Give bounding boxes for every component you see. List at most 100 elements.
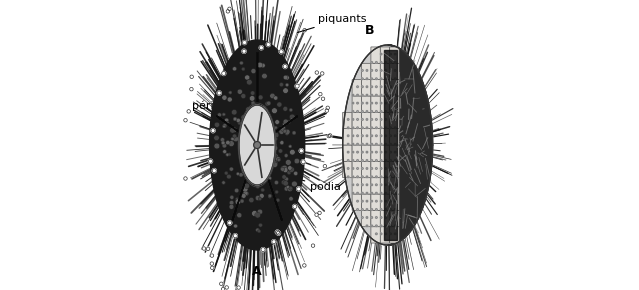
Circle shape: [254, 142, 261, 148]
Circle shape: [347, 119, 349, 120]
Circle shape: [202, 247, 206, 250]
Circle shape: [234, 137, 238, 141]
Circle shape: [394, 192, 396, 194]
Circle shape: [390, 70, 392, 71]
Circle shape: [251, 98, 253, 100]
Circle shape: [258, 63, 262, 67]
Circle shape: [301, 160, 305, 164]
Circle shape: [284, 130, 286, 132]
FancyBboxPatch shape: [380, 161, 390, 178]
Circle shape: [252, 211, 257, 215]
Circle shape: [380, 168, 382, 169]
Circle shape: [243, 144, 247, 148]
Circle shape: [385, 110, 387, 112]
Text: B: B: [365, 24, 374, 37]
Circle shape: [244, 151, 247, 154]
Circle shape: [362, 78, 363, 80]
Circle shape: [366, 102, 368, 104]
Circle shape: [376, 217, 377, 218]
FancyBboxPatch shape: [362, 112, 371, 129]
Circle shape: [277, 231, 281, 235]
Circle shape: [229, 92, 231, 94]
Circle shape: [394, 94, 396, 96]
Circle shape: [241, 200, 243, 202]
Circle shape: [394, 233, 396, 235]
Circle shape: [280, 130, 284, 133]
Circle shape: [269, 196, 271, 197]
Circle shape: [221, 138, 224, 141]
Circle shape: [376, 119, 377, 120]
Circle shape: [385, 78, 387, 80]
Circle shape: [233, 135, 236, 137]
Circle shape: [390, 200, 392, 202]
Circle shape: [256, 196, 259, 200]
Circle shape: [271, 161, 274, 164]
Circle shape: [263, 132, 266, 135]
Circle shape: [285, 154, 288, 157]
Circle shape: [251, 129, 254, 131]
Circle shape: [259, 224, 262, 226]
Circle shape: [275, 191, 278, 193]
Circle shape: [270, 149, 272, 151]
Circle shape: [390, 233, 392, 235]
Circle shape: [226, 10, 229, 13]
Circle shape: [385, 94, 387, 96]
Circle shape: [362, 160, 363, 161]
Circle shape: [259, 161, 261, 163]
Circle shape: [385, 70, 387, 71]
Circle shape: [376, 78, 377, 80]
Circle shape: [236, 198, 238, 200]
Circle shape: [385, 225, 387, 227]
Circle shape: [352, 143, 354, 145]
Circle shape: [347, 127, 349, 129]
Circle shape: [376, 86, 377, 88]
Circle shape: [362, 200, 363, 202]
FancyBboxPatch shape: [390, 80, 399, 96]
Circle shape: [385, 168, 387, 169]
Circle shape: [271, 94, 274, 98]
Circle shape: [237, 286, 240, 289]
Circle shape: [230, 205, 233, 209]
Circle shape: [263, 156, 266, 159]
Circle shape: [371, 217, 373, 218]
Circle shape: [371, 119, 373, 120]
Circle shape: [352, 168, 354, 169]
Circle shape: [385, 135, 387, 137]
Circle shape: [371, 176, 373, 178]
Circle shape: [274, 133, 278, 137]
Circle shape: [380, 151, 382, 153]
Circle shape: [362, 94, 363, 96]
Circle shape: [291, 150, 294, 154]
Circle shape: [184, 177, 187, 180]
Circle shape: [244, 128, 247, 130]
Circle shape: [272, 144, 275, 146]
Circle shape: [390, 151, 392, 153]
Circle shape: [352, 135, 354, 137]
Circle shape: [233, 68, 236, 70]
Circle shape: [254, 126, 257, 129]
Circle shape: [249, 131, 252, 134]
Circle shape: [242, 68, 244, 70]
Circle shape: [385, 143, 387, 145]
Circle shape: [380, 94, 382, 96]
Circle shape: [352, 119, 354, 120]
Circle shape: [226, 141, 229, 144]
Circle shape: [394, 184, 396, 186]
FancyBboxPatch shape: [380, 129, 390, 145]
Circle shape: [238, 122, 240, 124]
Circle shape: [385, 209, 387, 210]
Circle shape: [262, 106, 266, 110]
Circle shape: [272, 240, 276, 244]
Circle shape: [357, 110, 358, 112]
Circle shape: [266, 102, 269, 105]
FancyBboxPatch shape: [380, 210, 390, 227]
Circle shape: [222, 182, 225, 184]
Circle shape: [247, 151, 250, 154]
FancyBboxPatch shape: [371, 129, 380, 145]
Circle shape: [366, 176, 368, 178]
Text: podia: podia: [289, 176, 341, 192]
Circle shape: [328, 134, 332, 137]
Circle shape: [248, 148, 252, 152]
Circle shape: [299, 149, 304, 153]
Circle shape: [385, 119, 387, 120]
